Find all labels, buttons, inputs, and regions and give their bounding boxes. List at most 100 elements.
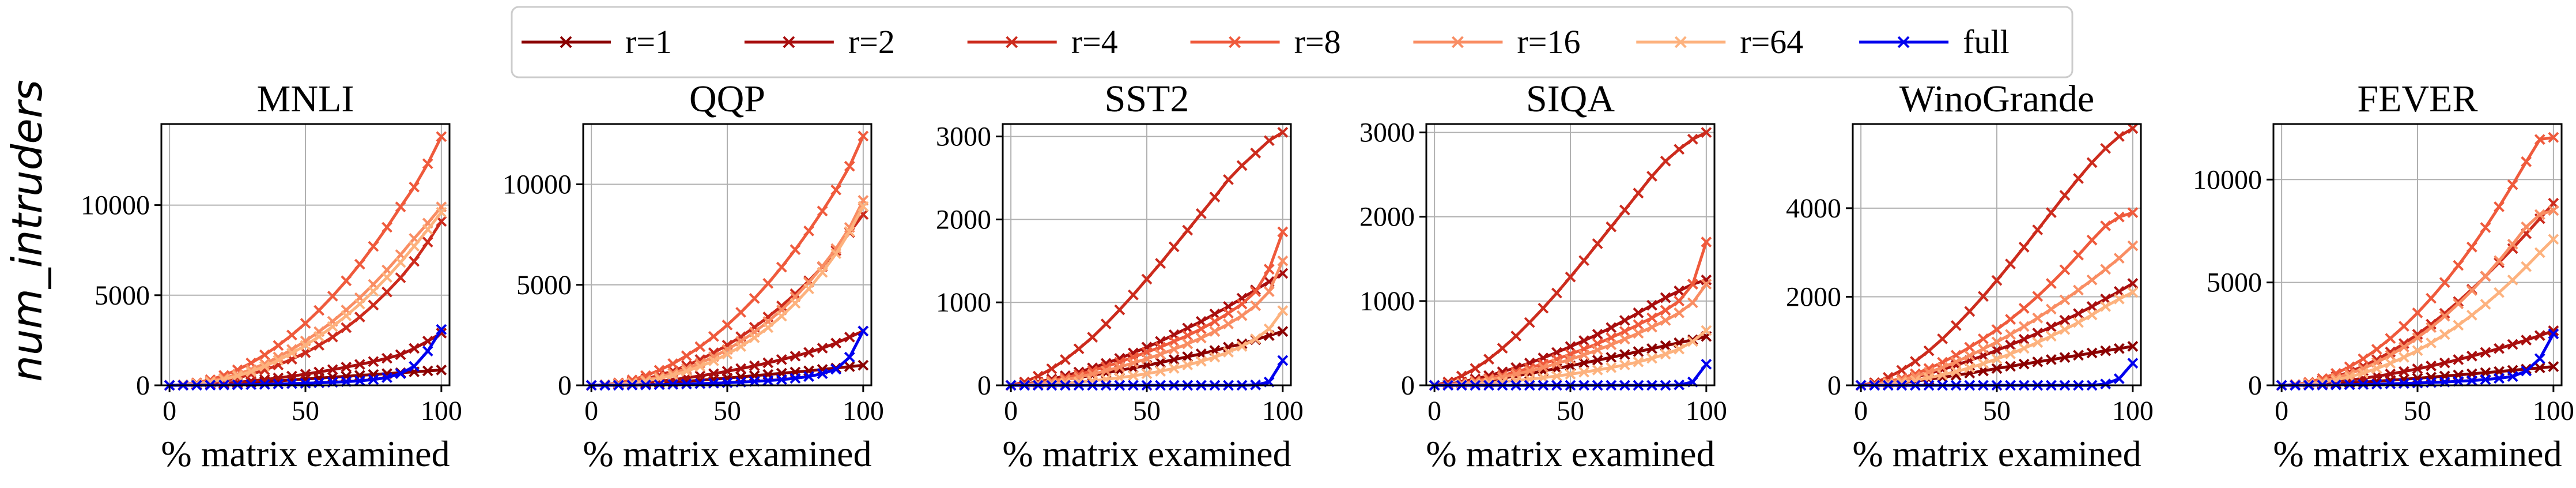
- data-point-r-8: [1687, 279, 1698, 290]
- data-point-r-16: [2059, 294, 2071, 306]
- data-point-r-1: [2100, 345, 2112, 356]
- data-point-r-16: [1660, 315, 1671, 326]
- data-point-r-4: [1141, 273, 1153, 285]
- data-point-r-2: [776, 354, 787, 365]
- data-point-r-8: [1991, 324, 2003, 335]
- data-point-r-2: [803, 347, 814, 358]
- data-point-r-4: [1937, 333, 1948, 344]
- data-point-full: [2494, 373, 2505, 384]
- data-point-full: [2521, 365, 2532, 377]
- y-tick-label: 10000: [81, 190, 150, 221]
- data-point-r-64: [2453, 320, 2464, 331]
- data-point-r-64: [1578, 366, 1589, 378]
- chart-mnli: 0 50 100 0 5000 10000 MNLI % matrix examined: [81, 78, 462, 474]
- x-tick-label: 100: [1262, 396, 1304, 426]
- data-point-r-64: [1991, 353, 2003, 365]
- data-point-r-8: [2507, 179, 2518, 190]
- data-point-r-8: [1660, 305, 1671, 316]
- chart-title: SST2: [1105, 78, 1189, 120]
- data-point-r-4: [2439, 307, 2450, 319]
- data-point-r-8: [395, 201, 406, 213]
- data-point-r-8: [1674, 295, 1685, 307]
- data-point-full: [409, 361, 420, 372]
- data-point-r-8: [2127, 207, 2139, 218]
- data-point-r-16: [2412, 332, 2423, 344]
- data-point-r-1: [2059, 352, 2071, 363]
- x-axis-label: % matrix examined: [2273, 433, 2562, 474]
- data-point-r-64: [844, 226, 855, 237]
- data-point-r-4: [1923, 345, 1935, 356]
- data-point-r-16: [2032, 312, 2044, 324]
- figure-y-axis-label: num_intruders: [3, 80, 51, 382]
- data-point-r-4: [2032, 224, 2044, 235]
- chart-title: SIQA: [1526, 78, 1615, 120]
- data-point-r-2: [1619, 315, 1630, 326]
- data-point-r-16: [1195, 332, 1207, 344]
- data-point-r-2: [2059, 314, 2071, 326]
- data-point-r-4: [1250, 147, 1261, 159]
- data-point-r-16: [2073, 284, 2084, 296]
- data-point-r-8: [2548, 132, 2559, 143]
- data-point-r-4: [1209, 192, 1221, 202]
- legend-entry-r-1: r=1: [522, 23, 672, 61]
- data-point-r-4: [2018, 242, 2030, 253]
- data-point-r-1: [1991, 363, 2003, 374]
- data-point-r-8: [1633, 319, 1644, 331]
- data-point-r-1: [2113, 343, 2125, 354]
- data-point-r-4: [2059, 190, 2071, 201]
- data-point-r-8: [2371, 344, 2382, 355]
- data-point-r-1: [436, 365, 447, 376]
- data-point-r-64: [858, 201, 869, 212]
- data-point-r-1: [1646, 343, 1657, 354]
- data-point-full: [2127, 358, 2139, 369]
- y-tick-label: 0: [558, 370, 572, 401]
- data-point-full: [762, 375, 774, 386]
- data-point-r-8: [1223, 307, 1234, 319]
- data-point-r-1: [1277, 326, 1289, 337]
- data-point-r-2: [2480, 347, 2491, 358]
- data-point-full: [830, 363, 842, 375]
- legend: r=1 r=2 r=4 r=8 r=16 r=64 full: [511, 6, 2073, 78]
- data-point-full: [1277, 355, 1289, 366]
- data-point-r-64: [245, 366, 257, 377]
- data-point-r-4: [395, 272, 406, 283]
- y-tick-label: 0: [977, 370, 991, 401]
- data-point-r-8: [2045, 277, 2057, 289]
- data-point-r-64: [2399, 352, 2409, 363]
- data-point-r-2: [844, 331, 855, 343]
- data-point-r-8: [1236, 298, 1248, 310]
- legend-entry-full: full: [1859, 23, 2010, 61]
- data-point-r-1: [2018, 358, 2030, 370]
- x-tick-label: 0: [163, 396, 176, 426]
- data-point-r-1: [2086, 347, 2098, 359]
- data-point-r-16: [1991, 336, 2003, 348]
- data-point-r-8: [708, 331, 719, 342]
- data-point-r-16: [1619, 333, 1630, 345]
- data-point-full: [2534, 353, 2545, 365]
- data-point-r-64: [2371, 363, 2382, 374]
- data-point-r-64: [1565, 369, 1576, 380]
- data-point-r-4: [382, 286, 392, 298]
- data-point-r-4: [1277, 126, 1289, 138]
- data-point-r-64: [422, 224, 433, 235]
- legend-marker-r-8: [1229, 36, 1241, 48]
- data-point-r-64: [722, 348, 733, 360]
- x-tick-label: 50: [1983, 396, 2011, 426]
- data-point-r-4: [1646, 171, 1657, 182]
- x-tick-label: 50: [713, 396, 741, 426]
- data-point-full: [776, 374, 787, 385]
- data-point-r-1: [2073, 350, 2084, 361]
- y-tick-label: 0: [1401, 370, 1415, 401]
- data-point-r-1: [1592, 355, 1603, 366]
- data-point-r-8: [694, 341, 706, 352]
- data-point-r-8: [2100, 220, 2112, 232]
- data-point-full: [259, 378, 270, 390]
- data-point-r-8: [749, 293, 760, 304]
- data-point-r-8: [722, 320, 733, 331]
- data-point-r-64: [382, 272, 392, 283]
- x-tick-label: 50: [2404, 396, 2431, 426]
- data-point-r-4: [368, 299, 379, 311]
- data-point-r-4: [1565, 271, 1576, 283]
- data-point-r-16: [1978, 343, 1989, 355]
- x-tick-label: 0: [1854, 396, 1868, 426]
